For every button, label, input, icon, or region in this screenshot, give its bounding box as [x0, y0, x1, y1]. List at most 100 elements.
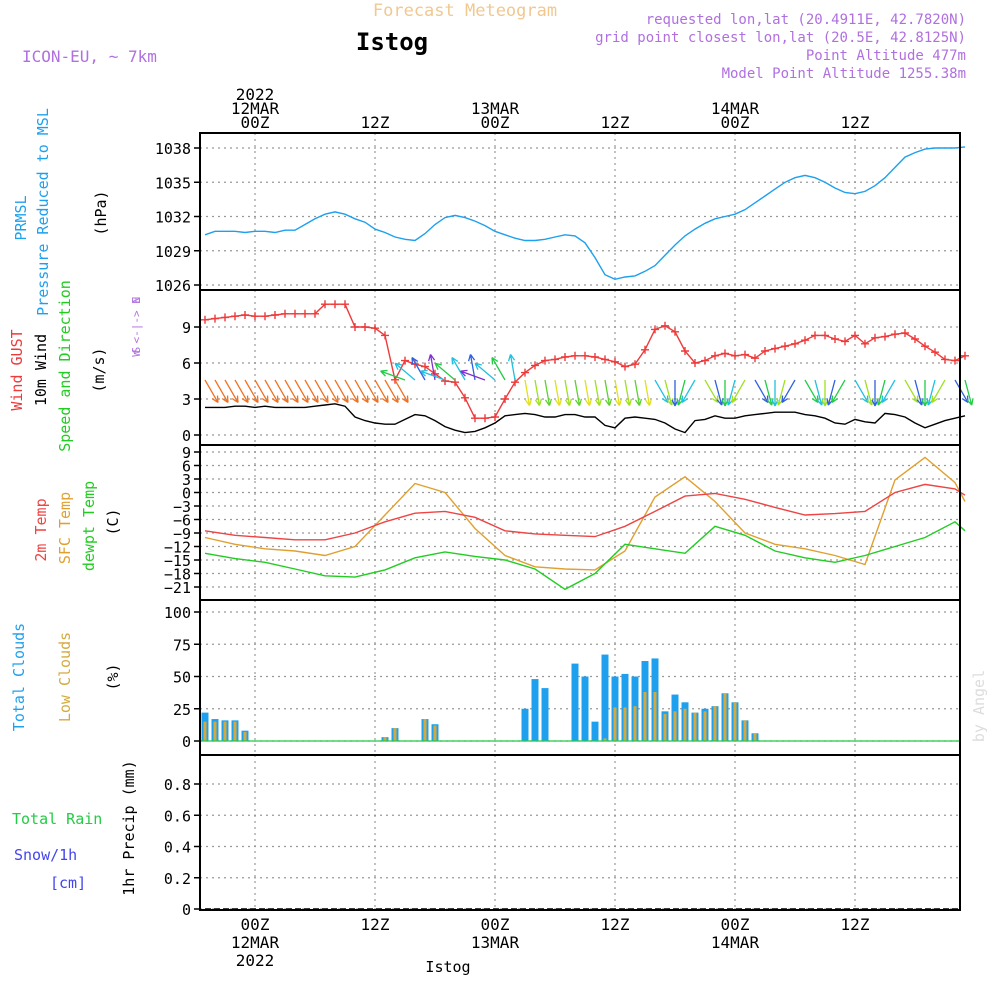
- wind-direction-arrow: [594, 379, 603, 406]
- gust-point: [471, 414, 479, 423]
- total-cloud-bar: [601, 654, 609, 741]
- wind-direction-arrow: [234, 379, 249, 404]
- gust-point: [651, 325, 659, 334]
- gust-point: [881, 332, 889, 341]
- gust-point: [681, 347, 689, 355]
- data-layer: [200, 146, 974, 910]
- gust-point: [871, 333, 879, 342]
- compass-s: S: [130, 347, 143, 354]
- gust-point: [231, 312, 239, 321]
- gust-point: [611, 357, 619, 366]
- wind-direction-arrow: [254, 379, 269, 404]
- low-cloud-bar: [743, 720, 747, 741]
- wind-direction-arrow: [394, 362, 416, 381]
- wind-direction-arrow: [244, 379, 259, 404]
- chart-title: Forecast Meteogram: [373, 1, 557, 21]
- wind-direction-arrow: [324, 379, 339, 404]
- low-cloud-bar: [433, 725, 437, 741]
- gust-point: [801, 336, 809, 345]
- panel-frames: [199, 132, 961, 911]
- temp-label-sfc: SFC Temp: [56, 492, 74, 564]
- gust-point: [501, 395, 509, 403]
- pressure-label-prmsl: PRMSL: [12, 195, 30, 240]
- gust-point: [241, 311, 249, 319]
- wind-direction-arrow: [460, 369, 486, 381]
- total-cloud-bar: [621, 673, 629, 741]
- wind-direction-arrow: [204, 379, 219, 404]
- wind-direction-arrow: [384, 379, 399, 404]
- ytick-label: 9: [182, 444, 191, 462]
- grid-lines: [200, 133, 960, 910]
- gust-point: [641, 345, 649, 354]
- bottom-axis-label: 12MAR: [231, 933, 280, 952]
- gust-point: [691, 359, 699, 367]
- top-axis-label: 12Z: [601, 113, 630, 132]
- gust-point: [581, 351, 589, 360]
- gust-point: [491, 413, 499, 421]
- gust-point: [541, 356, 549, 365]
- gust-point: [521, 368, 529, 377]
- compass-n: N: [130, 297, 143, 304]
- ytick-label: 0.4: [164, 839, 191, 857]
- ytick-label: 1029: [155, 243, 191, 261]
- temp-2m-line: [204, 483, 966, 541]
- gust-point: [221, 313, 229, 322]
- wind-direction-arrow: [624, 379, 633, 406]
- gust-point: [711, 351, 719, 360]
- gust-point: [531, 361, 539, 370]
- wind-direction-arrow: [507, 354, 516, 381]
- wind-label-speed-dir: Speed and Direction: [56, 280, 74, 452]
- bottom-axis-label: 00Z: [721, 915, 750, 934]
- low-cloud-bar: [713, 706, 717, 741]
- gust-point: [661, 321, 669, 330]
- top-axis-label: 13MAR: [471, 99, 520, 118]
- wind-direction-arrow: [491, 356, 506, 381]
- total-cloud-bar: [581, 676, 589, 741]
- ytick-label: 0: [182, 901, 191, 919]
- bottom-axis-label: 12Z: [361, 915, 390, 934]
- ytick-label: 50: [173, 669, 191, 687]
- gust-point: [741, 350, 749, 359]
- ytick-label: 25: [173, 701, 191, 719]
- gust-point: [211, 314, 219, 323]
- gust-point: [441, 377, 449, 385]
- gust-point: [601, 355, 609, 364]
- gust-point: [551, 355, 559, 364]
- model-altitude: Model Point Altitude 1255.38m: [722, 66, 966, 82]
- gust-point: [571, 351, 579, 360]
- gust-point: [941, 355, 949, 364]
- cloud-label-low: Low Clouds: [56, 632, 74, 722]
- low-cloud-bar: [423, 719, 427, 741]
- wind-direction-arrow: [334, 379, 349, 404]
- precip-label-unit: 1hr Precip (mm): [120, 760, 138, 895]
- ytick-label: −15: [164, 552, 191, 570]
- ytick-label: 6: [182, 355, 191, 373]
- total-cloud-bar: [571, 663, 579, 741]
- low-cloud-bar: [703, 711, 707, 741]
- model-info: ICON-EU, ~ 7km: [22, 47, 157, 66]
- gust-point: [271, 311, 279, 319]
- low-cloud-bar: [633, 706, 637, 741]
- compass-we: W <-|-> E: [130, 297, 143, 357]
- precip-panel-frame: [199, 754, 961, 911]
- low-cloud-bar: [223, 721, 227, 741]
- wind-direction-arrow: [451, 356, 466, 381]
- wind-label-10m: 10m Wind: [32, 334, 50, 406]
- gust-point: [301, 309, 309, 318]
- low-cloud-bar: [733, 702, 737, 741]
- gust-point: [891, 330, 899, 339]
- low-cloud-bar: [233, 721, 237, 741]
- wind-direction-arrow: [781, 379, 796, 404]
- low-cloud-bar: [753, 733, 757, 741]
- wind-direction-arrow: [474, 362, 496, 381]
- gust-point: [291, 309, 299, 318]
- ytick-label: 0.6: [164, 807, 191, 825]
- bottom-axis-label: 2022: [236, 951, 275, 970]
- total-cloud-bar: [531, 679, 539, 741]
- sfc-temp-line: [204, 456, 966, 571]
- precip-label-cm: [cm]: [50, 874, 86, 892]
- low-cloud-bar: [723, 693, 727, 741]
- low-cloud-bar: [603, 738, 607, 741]
- bottom-axis-label: 14MAR: [711, 933, 760, 952]
